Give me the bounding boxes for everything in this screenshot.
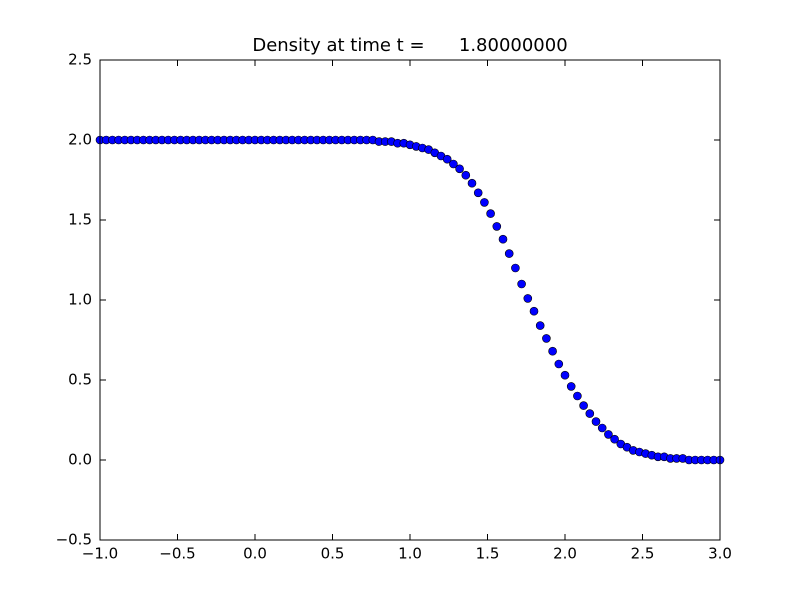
point	[498, 234, 508, 244]
x-tick-label: 0.0	[243, 545, 267, 563]
y-tick-label: 0.5	[68, 371, 92, 389]
point	[529, 306, 539, 316]
point	[560, 370, 570, 380]
x-tick-label: 2.0	[553, 545, 577, 563]
point	[461, 170, 471, 180]
point	[517, 279, 526, 289]
point	[473, 188, 483, 198]
point	[523, 294, 533, 303]
y-tick-label: 2.0	[68, 131, 92, 149]
x-tick-label: −1.0	[82, 545, 118, 563]
point	[579, 401, 588, 410]
point	[480, 198, 489, 207]
plot-frame	[99, 59, 721, 541]
x-tick-label: 2.5	[631, 545, 655, 563]
point	[486, 209, 495, 218]
point	[535, 321, 545, 330]
point	[604, 430, 613, 439]
point	[548, 346, 557, 356]
point	[442, 154, 452, 164]
point	[511, 263, 520, 273]
y-tick-label: −0.5	[56, 531, 92, 549]
x-tick-label: 1.5	[476, 545, 500, 563]
y-tick-label: 2.5	[68, 51, 92, 69]
point	[566, 382, 576, 391]
point	[591, 417, 601, 426]
chart-title: Density at time t = 1.80000000	[252, 35, 567, 56]
x-tick-label: 0.5	[321, 545, 345, 563]
point	[542, 334, 551, 343]
y-tick-label: 1.0	[68, 291, 92, 309]
point	[573, 391, 582, 401]
point	[597, 423, 607, 433]
point	[449, 159, 458, 169]
x-tick-label: −0.5	[159, 545, 195, 563]
point	[492, 222, 502, 231]
y-tick-label: 0.0	[68, 451, 92, 469]
y-tick-label: 1.5	[68, 211, 92, 229]
point	[467, 178, 477, 188]
point	[585, 409, 595, 418]
point	[554, 359, 564, 369]
point	[610, 434, 619, 444]
x-tick-label: 3.0	[708, 545, 732, 563]
point	[504, 249, 514, 258]
point	[455, 164, 464, 174]
x-tick-label: 1.0	[398, 545, 422, 563]
